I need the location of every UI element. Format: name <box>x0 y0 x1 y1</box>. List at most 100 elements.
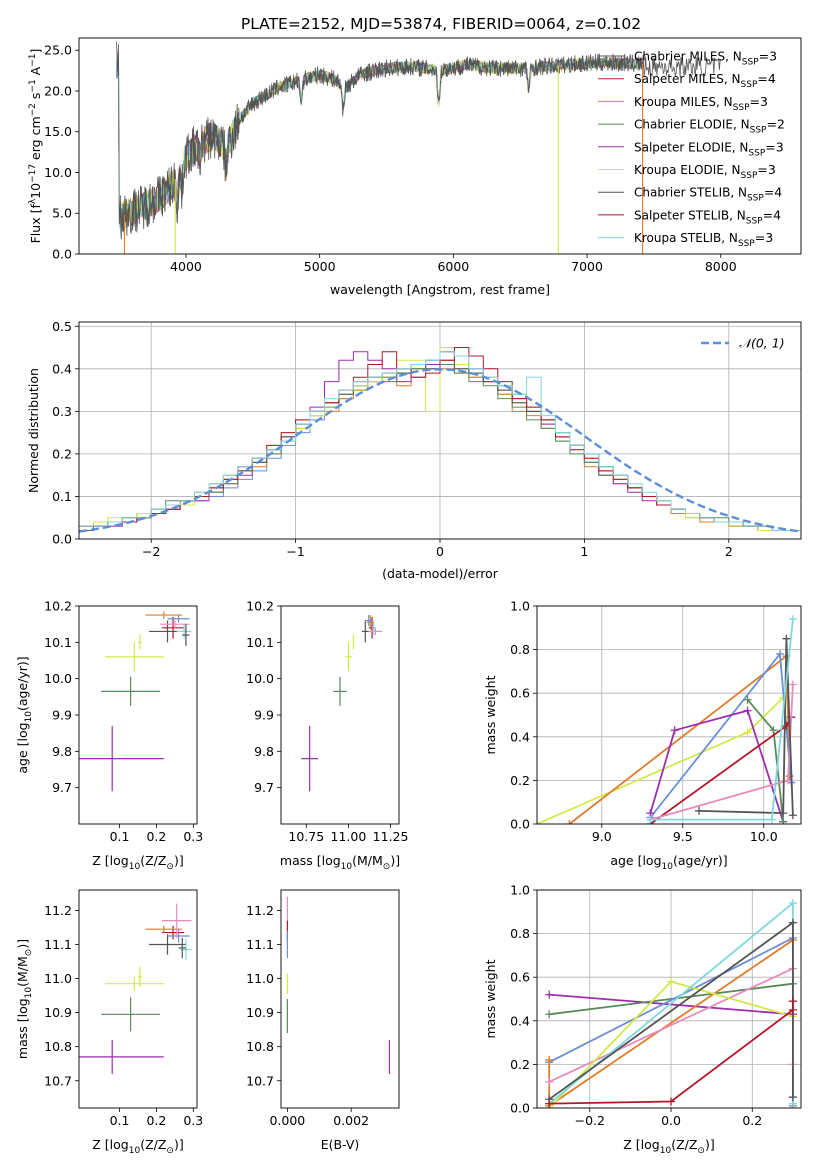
y-axis-label: mass [log10(M/M⊙)] <box>15 939 34 1059</box>
plus-marker <box>779 809 788 818</box>
y-tick-label: 9.9 <box>254 708 274 723</box>
x-tick-label: 7000 <box>571 259 603 274</box>
y-tick-label: 10.9 <box>44 1005 72 1020</box>
y-tick-label: 10.8 <box>246 1039 274 1054</box>
y-tick-label: 11.1 <box>246 937 274 952</box>
error-bar-point <box>104 976 164 991</box>
y-tick-label: 9.9 <box>52 708 72 723</box>
x-tick-label: 9.0 <box>592 829 612 844</box>
x-tick-label: 0.000 <box>269 1113 305 1128</box>
error-bar-point <box>372 620 376 636</box>
x-tick-label: −2 <box>142 544 160 559</box>
y-tick-label: 0.2 <box>52 446 72 461</box>
error-bar-point <box>79 725 164 792</box>
y-tick-label: 10.0 <box>246 671 274 686</box>
normal-curve <box>79 368 801 533</box>
y-tick-label: 9.7 <box>254 780 274 795</box>
mass-vs-Z-panel: 0.1 0.2 0.3 10.7 10.8 10.9 11.0 11.1 11.2 Z [log1… <box>15 889 203 1156</box>
plus-marker <box>694 806 703 815</box>
error-bar-point <box>101 997 161 1032</box>
y-tick-label: 10.2 <box>44 599 72 614</box>
plot-background <box>281 890 399 1108</box>
y-tick-label: 9.8 <box>52 744 72 759</box>
x-tick-label: 11.25 <box>373 829 409 844</box>
y-tick-label: 0.0 <box>510 817 530 832</box>
plot-background <box>79 606 197 824</box>
y-tick-label: 11.0 <box>246 971 274 986</box>
legend-label: Chabrier MILES, NSSP=3 <box>634 49 777 68</box>
y-tick-label: 0.2 <box>510 1057 530 1072</box>
y-tick-label: 0.0 <box>510 1101 530 1116</box>
plus-marker <box>545 1077 554 1086</box>
plus-marker <box>667 977 676 986</box>
age-vs-Z-panel: 0.1 0.2 0.3 9.7 9.8 9.9 10.0 10.1 10.2 Z [log10(Z… <box>15 599 203 873</box>
plus-marker <box>565 820 574 824</box>
x-axis-label: age [log10(age/yr)] <box>610 853 727 872</box>
y-axis-label: Normed distribution <box>26 368 41 493</box>
mass-weight-line <box>698 638 794 816</box>
error-bar-point <box>138 966 142 988</box>
y-tick-label: 0.5 <box>52 319 72 334</box>
axes-frame <box>78 889 198 1109</box>
error-bar-point <box>365 615 373 626</box>
plus-marker <box>545 990 554 999</box>
x-tick-label: 9.5 <box>673 829 693 844</box>
y-tick-label: 0.6 <box>510 686 530 701</box>
plot-background <box>537 606 801 824</box>
error-bar-point <box>161 925 185 940</box>
plus-marker <box>743 728 752 737</box>
massweight-vs-Z-panel: −0.2 0.0 0.2 0.0 0.2 0.4 0.6 0.8 1.0 Z [log10(Z/Z… <box>483 883 802 1156</box>
legend-label: Chabrier STELIB, NSSP=4 <box>634 185 782 204</box>
legend-label: 𝒩(0, 1) <box>739 336 785 351</box>
x-tick-label: 10.75 <box>288 829 324 844</box>
y-tick-label: 11.2 <box>44 903 72 918</box>
axes-frame <box>280 605 400 825</box>
error-bar-point <box>176 624 192 639</box>
x-tick-label: 0.1 <box>110 829 130 844</box>
plot-content <box>79 347 801 539</box>
y-axis-label: age [log10(age/yr)] <box>15 656 34 773</box>
mass-weight-line <box>549 1001 794 1105</box>
plus-marker <box>788 918 797 927</box>
axes-frame <box>536 605 802 825</box>
axes-frame <box>78 605 198 825</box>
axes-frame <box>78 37 802 255</box>
y-tick-label: 15.0 <box>44 124 72 139</box>
x-axis-label: wavelength [Angstrom, rest frame] <box>330 282 550 297</box>
error-bar-point <box>178 937 186 959</box>
x-axis-label: mass [log10(M/M⊙)] <box>280 853 400 872</box>
y-tick-label: 10.0 <box>44 165 72 180</box>
y-tick-label: 5.0 <box>52 206 72 221</box>
y-tick-label: 11.0 <box>44 971 72 986</box>
y-tick-label: 10.8 <box>44 1039 72 1054</box>
x-tick-label: 0.2 <box>146 829 166 844</box>
y-tick-label: 9.7 <box>52 780 72 795</box>
plus-marker <box>670 726 679 735</box>
plus-marker <box>788 680 797 689</box>
x-tick-label: 10.0 <box>750 829 778 844</box>
plus-marker <box>775 649 784 658</box>
error-bar-point <box>138 635 142 650</box>
y-tick-label: 20.0 <box>44 83 72 98</box>
y-tick-label: 0.4 <box>510 1013 530 1028</box>
x-tick-label: 0 <box>436 544 444 559</box>
plus-marker <box>767 815 776 824</box>
plus-marker <box>788 997 797 1006</box>
axes-frame <box>280 889 400 1109</box>
error-bar-point <box>79 1039 164 1074</box>
y-tick-label: 0.6 <box>510 970 530 985</box>
massweight-vs-age-panel: 9.0 9.5 10.0 0.0 0.2 0.4 0.6 0.8 1.0 age [log10(a… <box>483 599 802 872</box>
y-tick-label: 9.8 <box>254 744 274 759</box>
legend: 𝒩(0, 1) <box>701 336 785 351</box>
axes-frame <box>78 321 802 540</box>
y-tick-label: 11.2 <box>246 903 274 918</box>
y-tick-label: 1.0 <box>510 599 530 614</box>
legend: Chabrier MILES, NSSP=3 Salpeter MILES, NS… <box>598 49 785 249</box>
plus-marker <box>788 1005 797 1014</box>
mass-vs-EBV-panel: 0.000 0.002 10.7 10.8 10.9 11.0 11.1 11.2 E(B-V) <box>246 889 400 1152</box>
x-axis-label: Z [log10(Z/Z⊙)] <box>92 853 183 872</box>
error-bar-point <box>145 611 183 619</box>
x-tick-label: 2 <box>725 544 733 559</box>
plot-content <box>545 899 797 1108</box>
plot-content <box>286 896 391 1074</box>
